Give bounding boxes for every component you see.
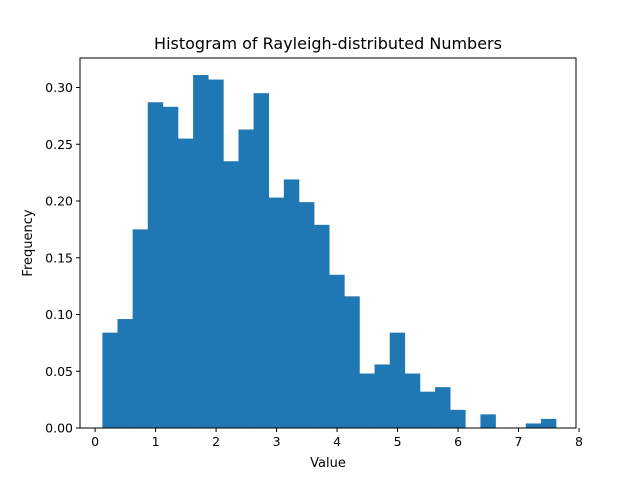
x-axis-ticks: 0 1 2 3 4 5 6 7 8 bbox=[91, 428, 583, 449]
y-tick-label: 0.15 bbox=[45, 250, 73, 265]
histogram-bar bbox=[359, 373, 375, 428]
histogram-bar bbox=[208, 79, 224, 428]
histogram-bar bbox=[435, 387, 451, 428]
histogram-bar bbox=[132, 229, 149, 428]
histogram-bar bbox=[268, 197, 285, 428]
histogram-bar bbox=[404, 373, 421, 428]
histogram-bar bbox=[344, 296, 360, 428]
x-tick-label: 4 bbox=[333, 434, 341, 449]
y-tick-label: 0.25 bbox=[45, 137, 73, 152]
histogram-bar bbox=[374, 364, 390, 428]
histogram-bar bbox=[193, 75, 209, 428]
chart-title: Histogram of Rayleigh-distributed Number… bbox=[154, 34, 502, 53]
histogram-bar bbox=[162, 106, 179, 428]
y-tick-label: 0.20 bbox=[45, 194, 73, 209]
y-tick-label: 0.10 bbox=[45, 307, 73, 322]
y-axis-label: Frequency bbox=[21, 209, 36, 276]
x-tick-label: 1 bbox=[152, 434, 160, 449]
histogram-bar bbox=[177, 138, 194, 428]
histogram-bar bbox=[419, 391, 436, 428]
y-tick-label: 0.30 bbox=[45, 80, 73, 95]
histogram-bar bbox=[540, 418, 557, 428]
plot-frame bbox=[79, 57, 577, 429]
y-axis-ticks: 0.00 0.05 0.10 0.15 0.20 0.25 0.30 bbox=[45, 80, 80, 436]
y-tick-label: 0.05 bbox=[45, 364, 73, 379]
histogram-bar bbox=[253, 93, 270, 428]
x-axis-label: Value bbox=[310, 456, 346, 471]
x-tick-label: 6 bbox=[454, 434, 462, 449]
y-tick-label: 0.00 bbox=[45, 421, 73, 436]
histogram-bar bbox=[223, 161, 239, 428]
x-tick-label: 3 bbox=[273, 434, 281, 449]
histogram-bar bbox=[283, 179, 300, 428]
x-tick-label: 8 bbox=[575, 434, 583, 449]
histogram-bar bbox=[117, 319, 133, 428]
bars-group bbox=[102, 75, 557, 429]
histogram-bar bbox=[480, 414, 496, 428]
histogram-bar bbox=[450, 409, 466, 428]
histogram-bar bbox=[329, 274, 345, 428]
histogram-bar bbox=[147, 102, 164, 429]
histogram-bar bbox=[314, 224, 330, 428]
x-tick-label: 5 bbox=[394, 434, 402, 449]
histogram-bar bbox=[525, 423, 542, 428]
histogram-bar bbox=[389, 332, 406, 428]
x-tick-label: 2 bbox=[212, 434, 220, 449]
histogram-bar bbox=[102, 332, 118, 428]
histogram-bar bbox=[298, 202, 315, 428]
x-tick-label: 7 bbox=[515, 434, 523, 449]
x-tick-label: 0 bbox=[91, 434, 99, 449]
histogram-bar bbox=[238, 129, 254, 429]
